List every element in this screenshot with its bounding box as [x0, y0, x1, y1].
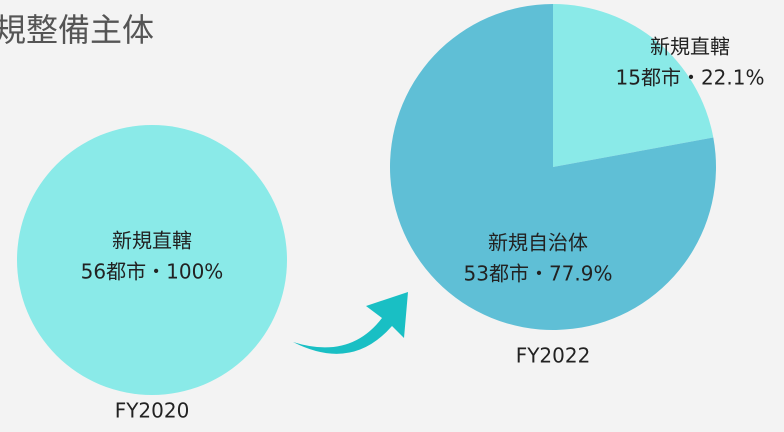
arrow	[293, 292, 408, 354]
slice-value-label: 15都市・22.1%	[616, 66, 765, 90]
pie-slice	[553, 4, 714, 167]
slice-label: 新規直轄	[650, 35, 730, 59]
slice-label: 新規自治体	[488, 231, 588, 255]
slice-label: 新規直轄	[112, 229, 192, 253]
pie-caption: FY2022	[516, 344, 591, 368]
pie-slice	[390, 4, 716, 330]
page-title: 規整備主体	[0, 11, 154, 49]
pie-slice	[17, 125, 287, 395]
pie-caption: FY2020	[115, 399, 190, 423]
slice-value-label: 56都市・100%	[81, 260, 224, 284]
slice-value-label: 53都市・77.9%	[464, 262, 613, 286]
